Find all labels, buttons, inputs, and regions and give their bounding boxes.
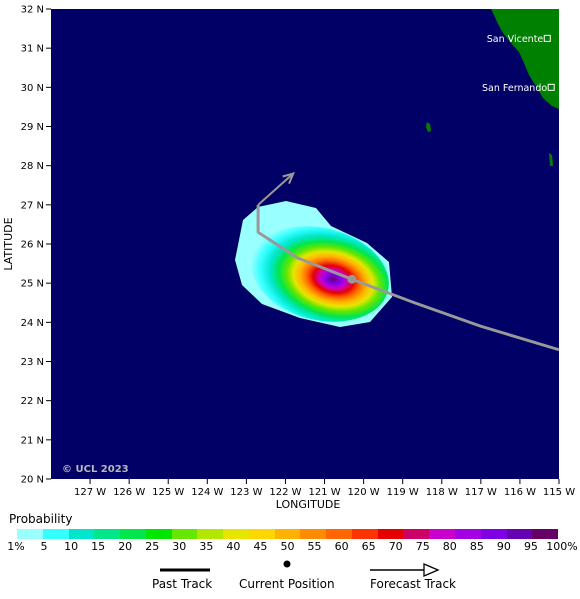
longitude-tick-label: 124 W: [191, 487, 223, 498]
probability-color-swatch: [197, 529, 224, 539]
latitude-tick-label: 24 N: [21, 318, 44, 329]
probability-color-swatch: [120, 529, 146, 539]
longitude-tick-label: 117 W: [465, 487, 497, 498]
baja-california-land: [491, 9, 559, 109]
probability-color-swatch: [248, 529, 275, 539]
storm-probability-map: 127 W 126 W 125 W 124 W 123 W 122 W 121 W 120 W…: [2, 5, 575, 512]
probability-scale-label: 65: [361, 540, 376, 553]
probability-color-scale: [17, 529, 559, 539]
probability-color-swatch: [42, 529, 69, 539]
longitude-tick-label: 123 W: [230, 487, 262, 498]
probability-scale-label: 100%: [546, 540, 578, 553]
latitude-tick-label: 32 N: [21, 5, 44, 16]
longitude-tick-label: 121 W: [308, 487, 340, 498]
latitude-tick-label: 21 N: [21, 435, 44, 446]
probability-color-swatch: [532, 529, 559, 539]
probability-scale-label: 20: [118, 540, 133, 553]
longitude-tick-label: 116 W: [504, 487, 536, 498]
latitude-tick-label: 29 N: [21, 122, 44, 133]
city-marker: [543, 34, 551, 42]
probability-color-swatch: [377, 529, 404, 539]
current-position-legend-dot: [283, 560, 291, 568]
forecast-track-legend-arrowhead: [423, 563, 440, 577]
probability-color-swatch: [326, 529, 352, 539]
latitude-tick-label: 30 N: [21, 83, 44, 94]
probability-scale-label: 15: [91, 540, 106, 553]
probability-scale-title: Probability: [9, 512, 73, 526]
city-label: San Fernando: [482, 83, 547, 94]
probability-color-swatch: [351, 529, 378, 539]
probability-scale-label: 55: [307, 540, 322, 553]
probability-color-swatch: [403, 529, 430, 539]
probability-scale-label: 5: [40, 540, 48, 553]
probability-scale-label: 60: [334, 540, 349, 553]
latitude-tick-label: 23 N: [21, 357, 44, 368]
longitude-tick-label: 118 W: [426, 487, 458, 498]
probability-scale-label: 95: [523, 540, 538, 553]
x-axis-title: LONGITUDE: [276, 498, 341, 511]
probability-color-swatch: [17, 529, 43, 539]
current-position-marker: [347, 274, 357, 284]
island-guadalupe: [426, 122, 431, 132]
probability-scale-label: 40: [226, 540, 241, 553]
probability-scale-label: 90: [496, 540, 511, 553]
probability-scale-label: 1%: [7, 540, 25, 553]
longitude-tick-label: 122 W: [269, 487, 301, 498]
probability-color-swatch: [455, 529, 481, 539]
probability-scale-label: 80: [442, 540, 457, 553]
latitude-axis: 32 N 31 N 30 N 29 N 28 N 27 N 26 N 25 N 24 N 23 N…: [21, 5, 51, 486]
past-track-label: Past Track: [152, 577, 213, 591]
storm-tracks: [256, 171, 560, 352]
probability-scale-label: 85: [469, 540, 484, 553]
probability-color-swatch: [506, 529, 533, 539]
city-label: San Vicente: [487, 34, 544, 45]
forecast-track-line: [257, 172, 294, 206]
probability-color-swatch: [223, 529, 249, 539]
forecast-track-label: Forecast Track: [370, 577, 456, 591]
longitude-tick-label: 127 W: [74, 487, 106, 498]
longitude-axis: 127 W 126 W 125 W 124 W 123 W 122 W 121 W 120 W…: [74, 479, 575, 498]
probability-scale-label: 35: [199, 540, 214, 553]
latitude-tick-label: 28 N: [21, 161, 44, 172]
city-marker: [547, 83, 555, 91]
probability-scale-label: 50: [280, 540, 295, 553]
y-axis-title: LATITUDE: [2, 217, 15, 270]
probability-color-swatch: [145, 529, 172, 539]
longitude-tick-label: 115 W: [543, 487, 575, 498]
latitude-tick-label: 25 N: [21, 279, 44, 290]
probability-color-swatch: [480, 529, 507, 539]
island-cedros: [549, 153, 553, 166]
probability-scale-labels: 1% 5 10 15 20 25 30 35 40 45 50 55 60 65 70 75 80 85 90 95 1…: [0, 540, 580, 554]
latitude-tick-label: 31 N: [21, 44, 44, 55]
longitude-tick-label: 126 W: [113, 487, 145, 498]
probability-scale-label: 30: [172, 540, 187, 553]
probability-color-swatch: [171, 529, 198, 539]
probability-color-swatch: [429, 529, 456, 539]
copyright-text: © UCL 2023: [62, 464, 129, 475]
latitude-tick-label: 22 N: [21, 396, 44, 407]
probability-color-swatch: [68, 529, 95, 539]
latitude-tick-label: 20 N: [21, 475, 44, 486]
probability-color-swatch: [300, 529, 327, 539]
latitude-tick-label: 27 N: [21, 200, 44, 211]
track-legend: Past Track Current Position Forecast Tra…: [0, 560, 580, 599]
forecast-track-arrowhead: [282, 171, 295, 185]
longitude-tick-label: 119 W: [387, 487, 419, 498]
current-position-label: Current Position: [239, 577, 335, 591]
city-markers: San Vicente San Fernando: [482, 34, 555, 94]
longitude-tick-label: 125 W: [152, 487, 184, 498]
probability-scale-label: 10: [64, 540, 79, 553]
latitude-tick-label: 26 N: [21, 240, 44, 251]
probability-scale-label: 45: [253, 540, 268, 553]
probability-scale-label: 25: [145, 540, 160, 553]
longitude-tick-label: 120 W: [348, 487, 380, 498]
probability-scale-label: 75: [415, 540, 430, 553]
probability-color-swatch: [94, 529, 121, 539]
probability-scale-label: 70: [388, 540, 403, 553]
probability-color-swatch: [274, 529, 301, 539]
